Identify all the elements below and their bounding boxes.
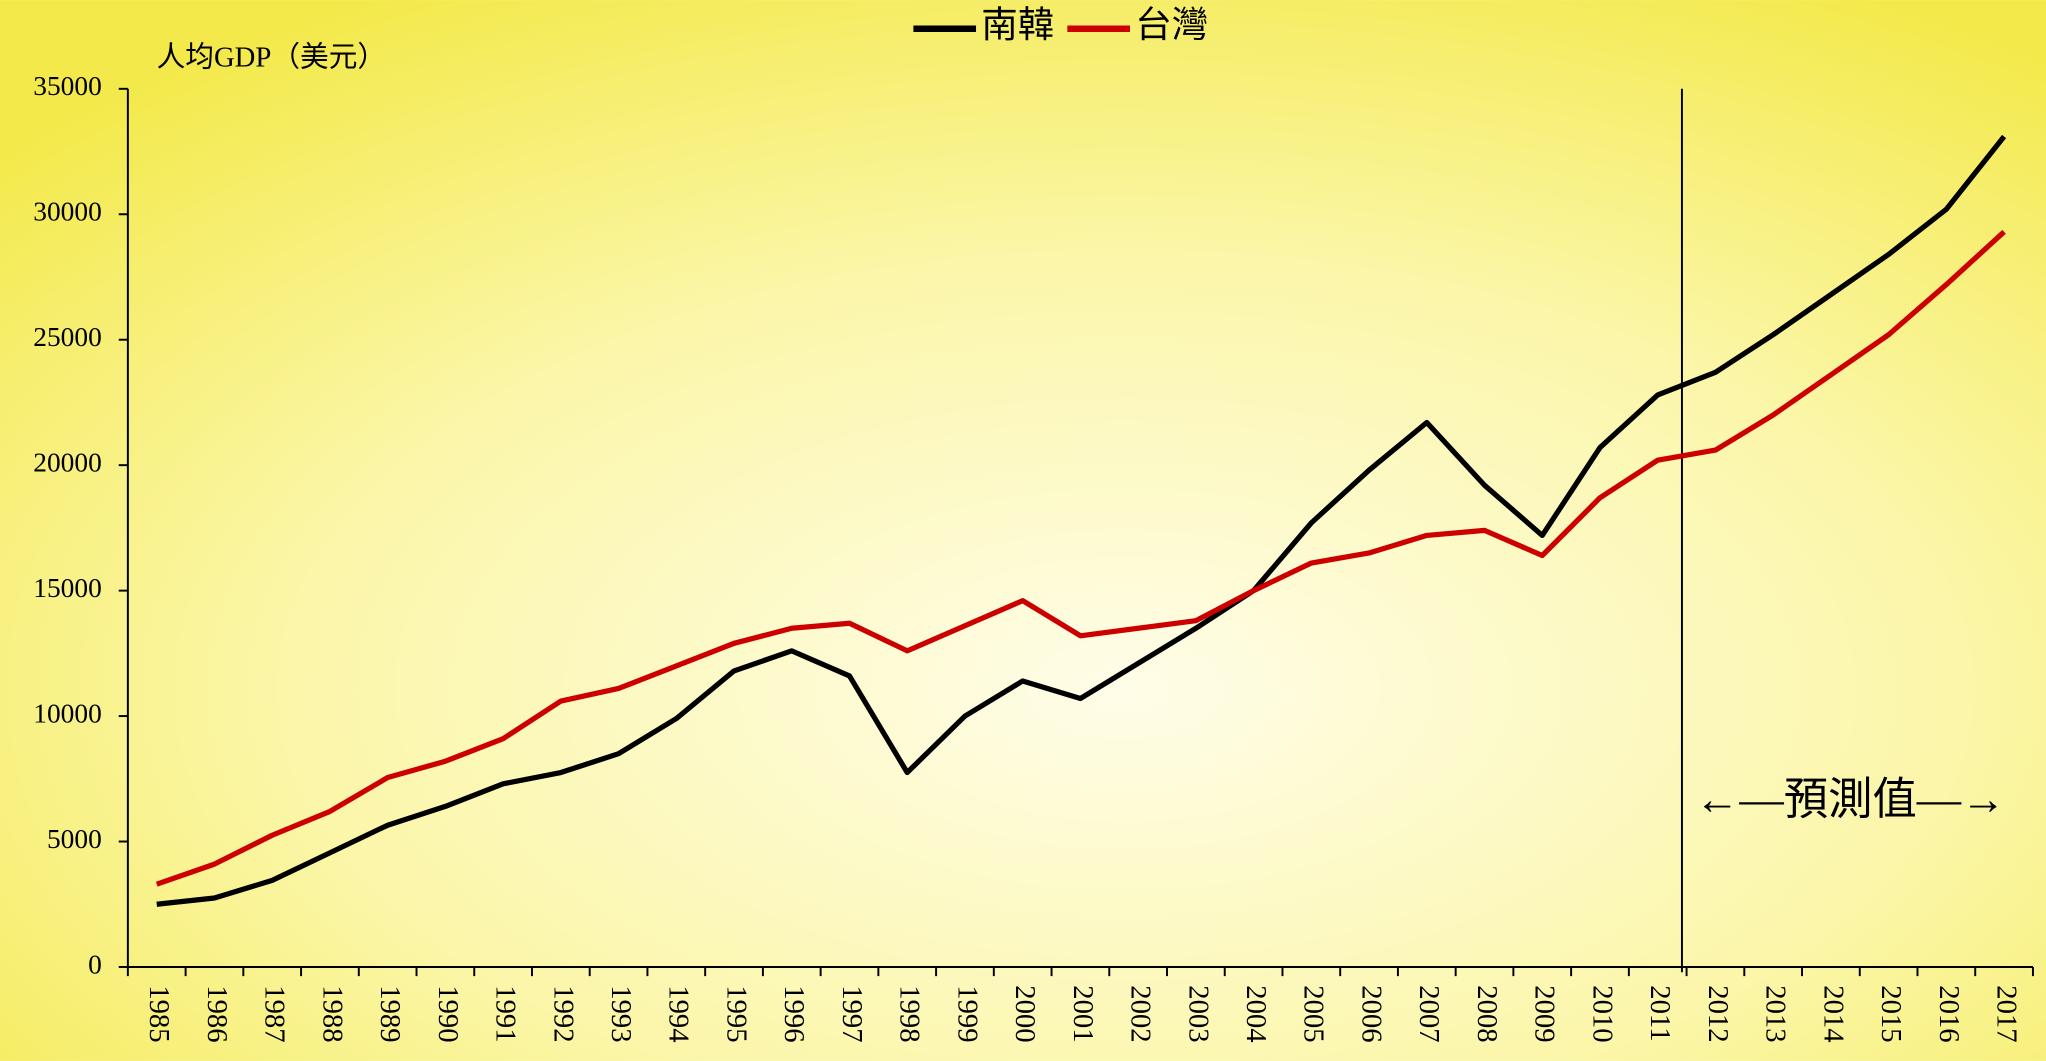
x-tick-label: 1985 [143, 985, 175, 1042]
series-line [156, 134, 2007, 907]
x-tick-label: 2000 [1009, 985, 1041, 1042]
x-tick-label: 1999 [951, 985, 983, 1042]
x-tick-label: 1997 [836, 985, 868, 1042]
x-tick-label: 1993 [605, 985, 637, 1042]
x-tick-label: 1992 [547, 985, 579, 1042]
y-tick-label: 15000 [33, 573, 101, 603]
x-tick-label: 2014 [1817, 985, 1849, 1042]
x-tick-label: 2008 [1471, 985, 1503, 1042]
x-tick-label: 2011 [1644, 985, 1676, 1041]
x-tick-label: 2010 [1586, 985, 1618, 1042]
x-tick-label: 2002 [1125, 985, 1157, 1042]
annotation: ←—預測值—→ [1695, 774, 2006, 824]
x-tick-label: 1986 [201, 985, 233, 1042]
y-tick-label: 5000 [47, 824, 102, 854]
x-tick-label: 1988 [316, 985, 348, 1042]
y-axis-label: 人均GDP（美元） [157, 42, 387, 74]
x-tick-label: 2013 [1760, 985, 1792, 1042]
x-tick-label: 2016 [1933, 985, 1965, 1042]
x-tick-label: 2005 [1298, 985, 1330, 1042]
x-tick-label: 1995 [720, 985, 752, 1042]
x-tick-label: 2015 [1875, 985, 1907, 1042]
x-tick-label: 2001 [1067, 985, 1099, 1042]
x-tick-label: 2006 [1355, 985, 1387, 1042]
x-tick-label: 1989 [374, 985, 406, 1042]
y-tick-label: 20000 [33, 447, 101, 477]
series-line [155, 229, 2006, 887]
x-tick-label: 1996 [778, 985, 810, 1042]
x-tick-label: 1998 [894, 985, 926, 1042]
x-tick-label: 1991 [490, 985, 522, 1042]
x-tick-label: 2004 [1240, 985, 1272, 1042]
y-tick-label: 0 [88, 949, 102, 979]
legend-label: 南韓 [981, 4, 1054, 45]
x-tick-label: 1990 [432, 985, 464, 1042]
legend-label: 台灣 [1135, 4, 1208, 45]
y-tick-label: 30000 [33, 197, 101, 227]
x-tick-label: 2017 [1990, 985, 2022, 1042]
x-tick-label: 2003 [1182, 985, 1214, 1042]
x-tick-label: 2007 [1413, 985, 1445, 1042]
y-tick-label: 35000 [33, 71, 101, 101]
x-tick-label: 1994 [663, 985, 695, 1042]
x-tick-label: 2012 [1702, 985, 1734, 1042]
x-tick-label: 2009 [1529, 985, 1561, 1042]
x-tick-label: 1987 [259, 985, 291, 1042]
y-tick-label: 10000 [33, 698, 101, 728]
y-tick-label: 25000 [33, 322, 101, 352]
